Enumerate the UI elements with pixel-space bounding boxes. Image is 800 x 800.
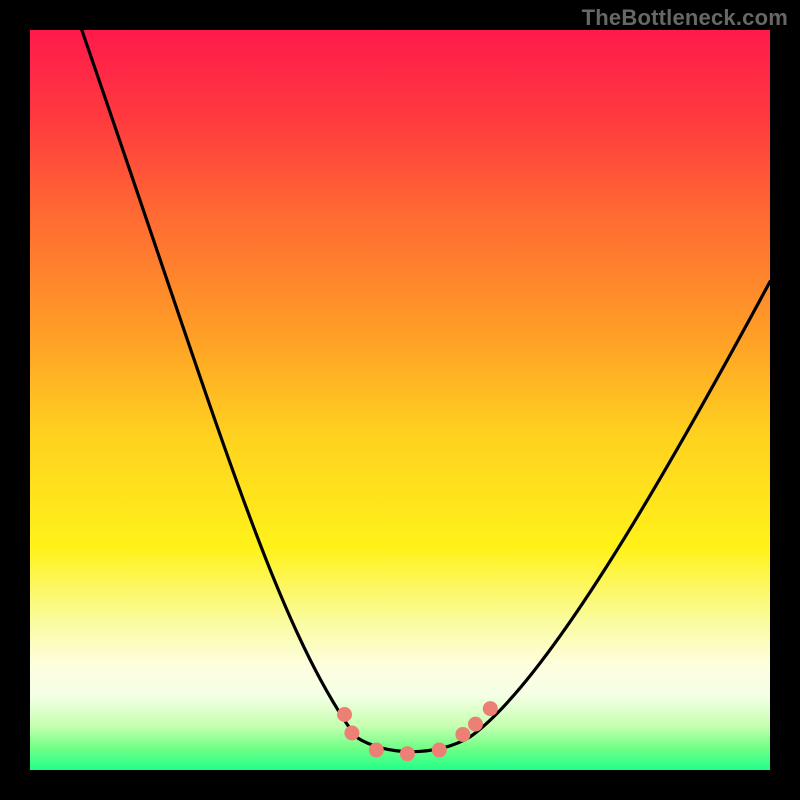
chart-background xyxy=(30,30,770,770)
watermark-label: TheBottleneck.com xyxy=(582,5,788,31)
curve-marker xyxy=(455,727,470,742)
curve-marker xyxy=(337,707,352,722)
curve-marker xyxy=(400,746,415,761)
chart-svg xyxy=(0,0,800,800)
curve-marker xyxy=(468,717,483,732)
chart-stage: TheBottleneck.com xyxy=(0,0,800,800)
curve-marker xyxy=(344,726,359,741)
curve-marker xyxy=(369,743,384,758)
curve-marker xyxy=(483,701,498,716)
curve-marker xyxy=(432,743,447,758)
